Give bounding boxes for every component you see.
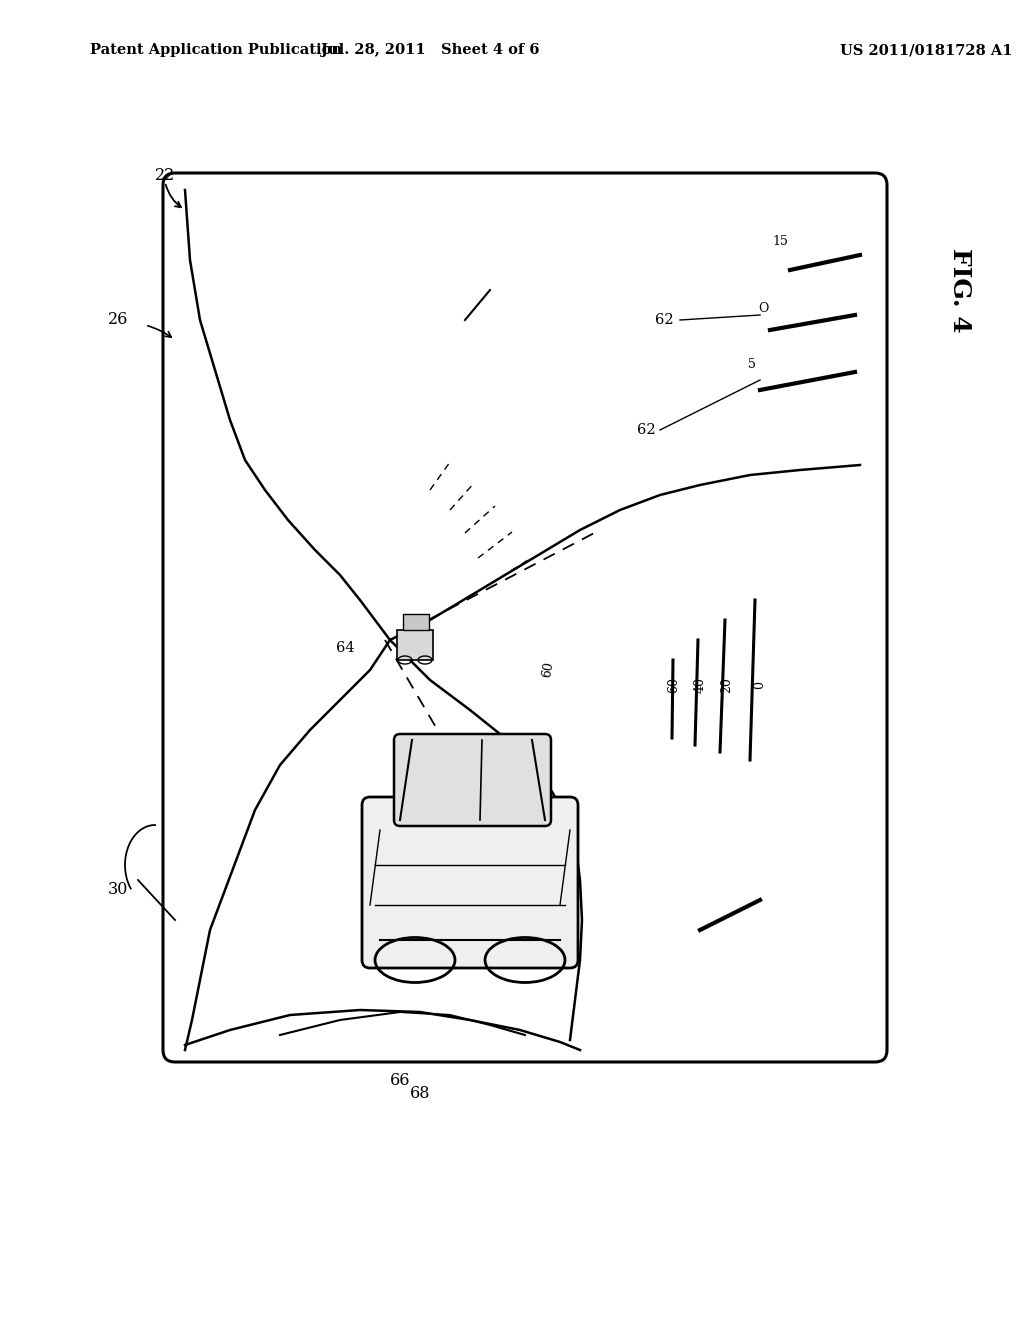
Text: 60: 60: [668, 677, 681, 693]
Text: 40: 40: [693, 677, 707, 693]
Text: 15: 15: [772, 235, 787, 248]
Text: Jul. 28, 2011   Sheet 4 of 6: Jul. 28, 2011 Sheet 4 of 6: [321, 44, 540, 57]
Bar: [403, 614, 429, 630]
FancyBboxPatch shape: [394, 734, 551, 826]
FancyBboxPatch shape: [362, 797, 578, 968]
Text: 60: 60: [540, 661, 556, 678]
Text: 62: 62: [655, 313, 674, 327]
FancyBboxPatch shape: [163, 173, 887, 1063]
Text: US 2011/0181728 A1: US 2011/0181728 A1: [840, 44, 1013, 57]
Text: 30: 30: [108, 882, 128, 899]
Text: 66: 66: [390, 1072, 411, 1089]
Text: 64: 64: [336, 642, 355, 655]
Text: Patent Application Publication: Patent Application Publication: [90, 44, 342, 57]
Text: 62: 62: [637, 422, 655, 437]
Text: 5: 5: [748, 358, 756, 371]
Text: 0: 0: [754, 681, 767, 689]
Text: 26: 26: [108, 312, 128, 329]
Text: 22: 22: [155, 166, 175, 183]
Text: O: O: [758, 302, 768, 315]
Text: 20: 20: [721, 677, 733, 693]
Bar: [397, 630, 433, 660]
Text: 68: 68: [410, 1085, 430, 1102]
Text: FIG. 4: FIG. 4: [948, 248, 972, 333]
